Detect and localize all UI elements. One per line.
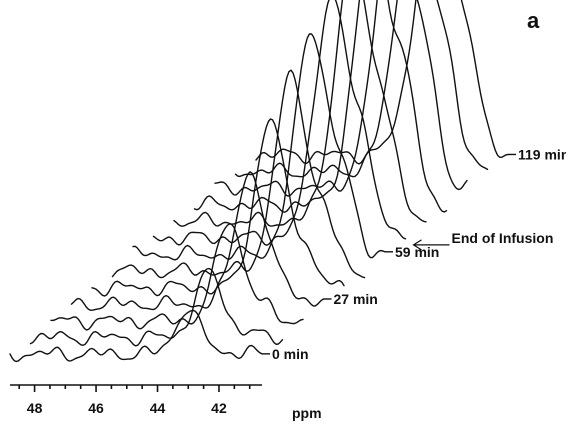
x-ticks: 48 46 44 42 bbox=[18, 385, 251, 416]
trace-time-label: 59 min bbox=[395, 244, 439, 260]
trace-time-label: 0 min bbox=[272, 346, 309, 362]
spectrum-trace bbox=[132, 33, 386, 261]
end-of-infusion-annotation: End of Infusion bbox=[412, 230, 554, 251]
x-axis-label: ppm bbox=[292, 405, 322, 421]
trace-labels: 0 min 27 min 59 min 119 min bbox=[262, 146, 566, 362]
spectrum-trace bbox=[173, 0, 427, 227]
x-tick-label: 48 bbox=[27, 400, 43, 416]
annotation-text: End of Infusion bbox=[452, 230, 554, 246]
panel-label: a bbox=[527, 8, 540, 33]
annotation-arrow bbox=[412, 239, 450, 251]
spectrum-trace bbox=[9, 309, 263, 363]
x-tick-label: 44 bbox=[150, 400, 166, 416]
spectrum-trace bbox=[152, 0, 407, 246]
trace-time-label: 119 min bbox=[518, 146, 566, 162]
spectrum-trace bbox=[70, 171, 325, 311]
spectra-traces bbox=[9, 0, 509, 363]
spectrum-trace bbox=[234, 0, 489, 178]
x-tick-label: 46 bbox=[88, 400, 104, 416]
spectrum-trace bbox=[111, 69, 366, 279]
x-tick-label: 42 bbox=[211, 400, 227, 416]
spectrum-trace bbox=[255, 0, 509, 165]
spectrum-trace bbox=[50, 223, 304, 331]
spectrum-trace bbox=[193, 0, 448, 213]
spectrum-trace bbox=[29, 267, 284, 347]
trace-time-label: 27 min bbox=[334, 291, 378, 307]
spectrum-trace bbox=[214, 0, 468, 197]
x-axis: 48 46 44 42 ppm bbox=[10, 384, 322, 421]
